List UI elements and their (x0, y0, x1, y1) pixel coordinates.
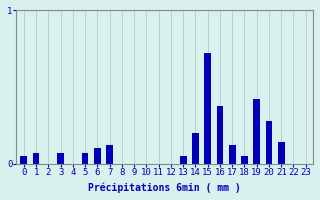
Bar (192, 133, 199, 164)
Bar (253, 99, 260, 164)
Bar (94, 148, 101, 164)
Bar (57, 153, 64, 164)
Bar (106, 145, 113, 164)
Bar (180, 156, 187, 164)
Bar (266, 121, 272, 164)
Bar (33, 153, 39, 164)
Bar (217, 106, 223, 164)
Bar (241, 156, 248, 164)
X-axis label: Précipitations 6min ( mm ): Précipitations 6min ( mm ) (88, 183, 241, 193)
Bar (229, 145, 236, 164)
Bar (82, 153, 89, 164)
Bar (20, 156, 27, 164)
Bar (204, 53, 211, 164)
Bar (278, 142, 284, 164)
